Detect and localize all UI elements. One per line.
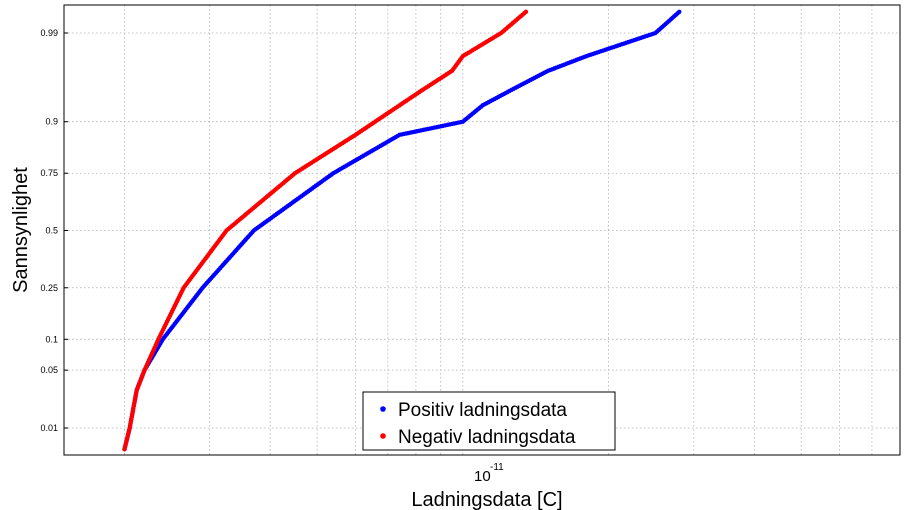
- plot-area-background: [64, 5, 900, 455]
- y-tick-label: 0.1: [45, 334, 58, 344]
- y-tick-label: 0.9: [45, 117, 58, 127]
- y-axis-label: Sannsynlighet: [10, 167, 32, 293]
- series-1: [122, 9, 529, 452]
- legend-marker-negative: [380, 433, 386, 439]
- legend: Positiv ladningsdata Negativ ladningsdat…: [362, 391, 616, 451]
- series-layer: [122, 9, 682, 452]
- y-tick-label: 0.01: [40, 423, 58, 433]
- data-point: [523, 9, 529, 15]
- legend-label-positive: Positiv ladningsdata: [398, 400, 567, 421]
- plot-frame: [63, 4, 901, 456]
- y-axis-ticks: 0.01 0.05 0.1 0.25 0.5 0.75 0.9 0.99: [40, 28, 68, 433]
- x-tick-base: 10: [474, 468, 491, 485]
- legend-label-negative: Negativ ladningsdata: [398, 427, 576, 448]
- y-tick-label: 0.99: [40, 28, 58, 38]
- y-tick-label: 0.05: [40, 365, 58, 375]
- legend-box: [362, 391, 616, 451]
- y-tick-label: 0.25: [40, 283, 58, 293]
- x-tick-label: 10 -11: [474, 462, 504, 485]
- y-tick-label: 0.75: [40, 168, 58, 178]
- grid: [64, 5, 900, 455]
- legend-marker-positive: [380, 406, 386, 412]
- x-tick-exponent: -11: [490, 462, 504, 473]
- x-axis-label: Ladningsdata [C]: [411, 489, 562, 510]
- y-tick-label: 0.5: [45, 226, 58, 236]
- data-point: [677, 9, 682, 15]
